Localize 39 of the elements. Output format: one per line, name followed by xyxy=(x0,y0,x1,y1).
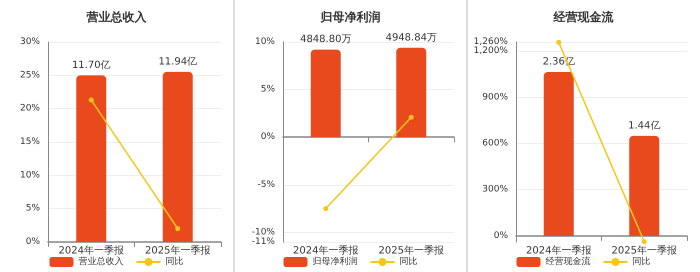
y-tick-label: 1,260% xyxy=(474,37,508,47)
x-tick-label: 2024年一季报 xyxy=(526,244,592,256)
y-tick-label: 25% xyxy=(20,70,40,80)
y-tick-label: 0% xyxy=(494,230,508,241)
y-tick-label: 0% xyxy=(260,132,276,142)
chart-title: 经营现金流 xyxy=(552,10,614,24)
y-tick-label: 5% xyxy=(260,84,276,95)
y-tick-label: 10% xyxy=(254,37,276,47)
x-tick-label: 2024年一季报 xyxy=(58,244,124,256)
y-tick-label: 15% xyxy=(20,137,40,147)
chart-title: 归母净利润 xyxy=(320,10,380,24)
data-label: 4948.84万 xyxy=(386,32,437,44)
legend-label: 营业总收入 xyxy=(78,256,124,267)
y-tick-label: -10% xyxy=(252,227,276,238)
data-label: 4848.80万 xyxy=(300,34,352,46)
legend-label: 归母净利润 xyxy=(312,256,358,267)
y-tick-label: 300% xyxy=(482,184,508,195)
x-tick-label: 2025年一季报 xyxy=(145,244,210,256)
y-tick-label: 20% xyxy=(20,104,40,114)
y-tick-label: 600% xyxy=(482,138,508,149)
legend-label: 同比 xyxy=(166,256,184,267)
x-tick-label: 2025年一季报 xyxy=(378,244,444,256)
y-tick-label: 10% xyxy=(20,170,40,180)
y-tick-label: -11% xyxy=(252,237,276,247)
chart-title: 营业总收入 xyxy=(86,10,148,24)
legend-label: 经营现金流 xyxy=(546,256,590,267)
y-tick-label: 30% xyxy=(20,37,40,47)
data-label: 11.94亿 xyxy=(158,56,198,68)
x-tick-label: 2025年一季报 xyxy=(612,244,677,256)
y-tick-label: 1,200% xyxy=(474,46,508,56)
data-label: 11.70亿 xyxy=(72,60,111,71)
y-tick-label: 5% xyxy=(26,204,40,214)
data-label: 1.44亿 xyxy=(628,120,660,132)
legend-label: 同比 xyxy=(400,256,418,267)
legend-label: 同比 xyxy=(632,256,650,267)
y-tick-label: 0% xyxy=(26,237,40,247)
y-tick-label: 900% xyxy=(482,92,508,102)
x-tick-label: 2024年一季报 xyxy=(293,244,358,256)
y-tick-label: -5% xyxy=(257,180,276,190)
